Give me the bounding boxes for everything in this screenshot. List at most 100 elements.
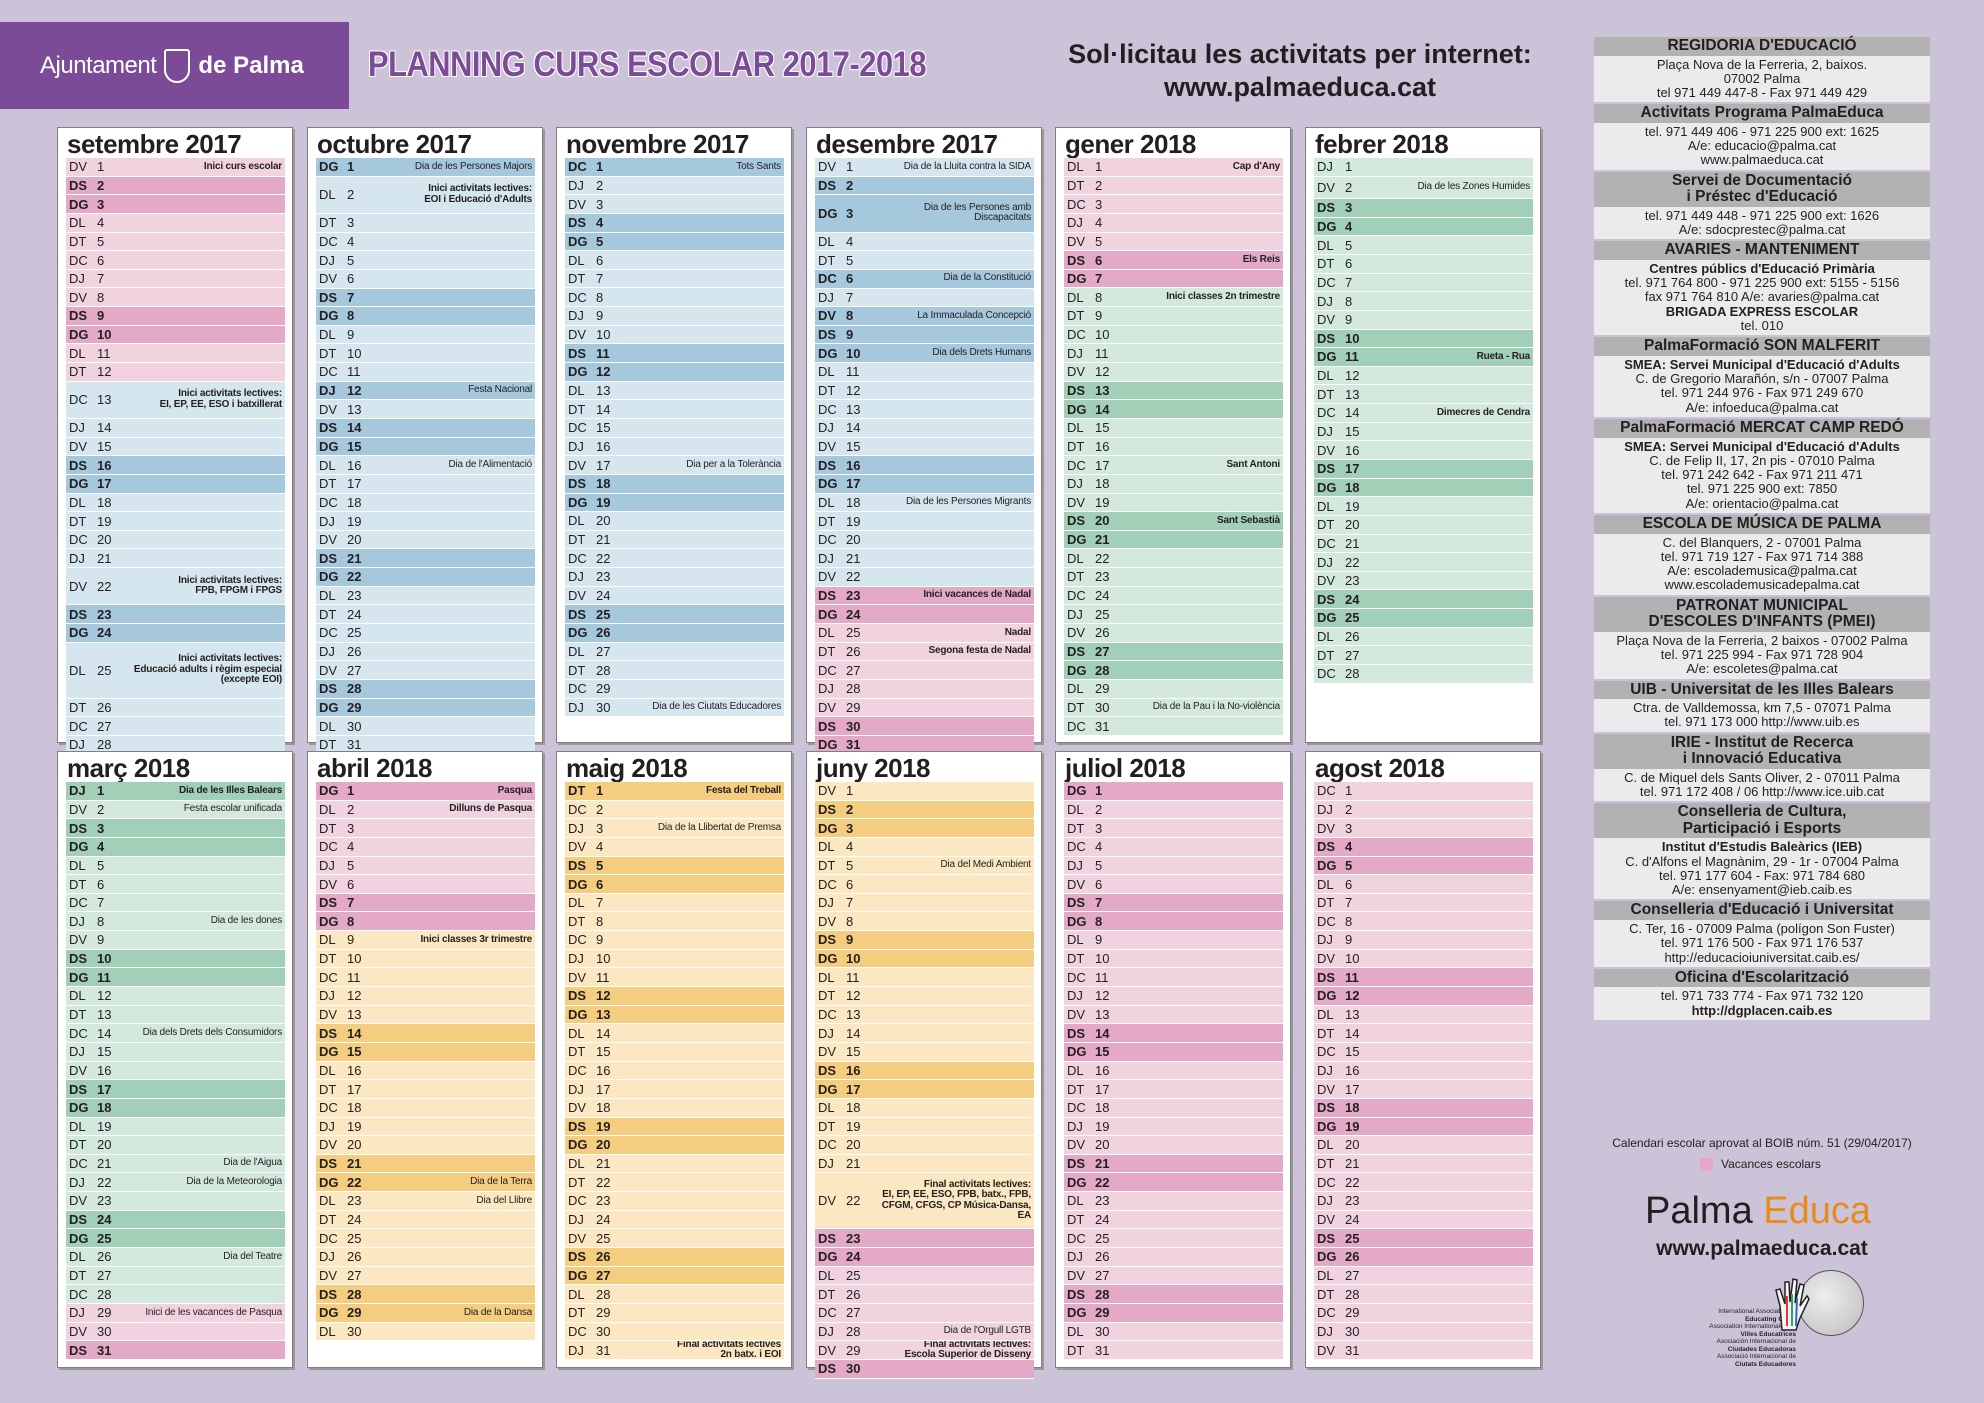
day-row: DT 26 [815,1285,1034,1304]
contact-line[interactable]: http://dgplacen.caib.es [1691,1002,1833,1018]
contact-line[interactable]: http://educacioiuniversitat.caib.es/ [1664,949,1860,965]
weekday-label: DG [69,839,89,855]
day-number: 25 [846,1267,861,1283]
weekday-label: DV [818,438,837,454]
day-row: DV 13 [1064,1005,1283,1025]
day-number: 6 [347,271,355,287]
day-row: DV 1 [815,782,1034,801]
day-row: DL 8 Inici classes 2n trimestre [1064,288,1283,308]
weekday-label: DG [1067,271,1087,287]
weekday-label: DG [818,205,838,221]
contact-line[interactable]: www.palmaeduca.cat [1700,152,1824,168]
day-row: DT 24 [316,1210,535,1230]
day-number: 14 [97,1025,112,1041]
day-number: 28 [846,1323,861,1339]
contact-line[interactable]: fax 971 764 810 A/e: avaries@palma.cat [1644,289,1880,305]
day-number: 24 [596,1212,611,1228]
day-number: 4 [1095,215,1103,231]
weekday-label: DS [319,420,338,436]
contact-line[interactable]: A/e: infoeduca@palma.cat [1685,399,1839,415]
day-row: DG 3 Dia de les Persones amb Discapacitats [815,195,1034,233]
day-row: DC 27 [815,1303,1034,1323]
day-event: Inici activitats lectives: FPB, FPGM i FP… [178,574,282,597]
day-number: 6 [1345,876,1353,892]
contact-line[interactable]: A/e: escolademusica@palma.cat [1667,563,1857,579]
day-row: DC 20 [66,530,285,550]
day-row: DG 5 [1314,856,1533,876]
day-number: 21 [846,1156,861,1172]
internet-url[interactable]: www.palmaeduca.cat [1163,72,1437,102]
weekday-label: DL [319,457,336,473]
weekday-label: DJ [568,1212,584,1228]
day-number: 16 [596,1062,611,1078]
weekday-label: DG [818,606,838,622]
weekday-label: DJ [818,1156,834,1172]
contact-line[interactable]: tel. 971 173 000 http://www.uib.es [1664,714,1860,730]
weekday-label: DJ [1317,1193,1333,1209]
day-event: Inici activitats lectives: EOI i Educació… [424,183,532,205]
contact-line[interactable]: A/e: ensenyament@ieb.caib.es [1671,882,1853,898]
day-number: 10 [1345,951,1360,967]
day-number: 6 [846,271,854,287]
weekday-label: DV [818,1193,837,1209]
day-number: 5 [596,233,604,249]
day-number: 1 [846,159,854,175]
weekday-label: DJ [1317,1062,1333,1078]
day-row: DC 28 [66,1285,285,1304]
day-row: DS 25 [1314,1229,1533,1249]
weekday-label: DC [568,289,587,305]
day-number: 14 [1095,401,1110,417]
day-row: DJ 19 [1064,1117,1283,1137]
day-number: 4 [347,233,355,249]
day-row: DJ 30 Dia de les Ciutats Educadores [565,698,784,718]
weekday-label: DS [1067,252,1086,268]
contact-line: tel. 971 225 900 ext: 7850 [1686,481,1838,497]
day-row: DL 20 [565,512,784,531]
weekday-label: DS [818,327,837,343]
weekday-label: DV [568,1100,587,1116]
day-row: DG 21 [1064,530,1283,550]
contact-line[interactable]: A/e: sdocprestec@palma.cat [1678,222,1846,238]
weekday-label: DS [1317,1100,1336,1116]
weekday-label: DT [1317,256,1335,272]
contact-heading: PATRONAT MUNICIPAL D'ESCOLES D'INFANTS (P… [1594,596,1930,632]
day-row: DJ 7 [815,893,1034,913]
contact-heading: Conselleria de Cultura, Participació i Es… [1594,803,1930,839]
day-row: DJ 24 [565,1210,784,1230]
palmaeduca-url[interactable]: www.palmaeduca.cat [1656,1237,1868,1260]
day-row: DL 13 [565,381,784,401]
day-number: 12 [846,988,861,1004]
day-row: DJ 8 [1314,292,1533,311]
contact-line[interactable]: tel. 971 172 408 / 06 http://www.ice.uib… [1639,784,1885,799]
day-row: DS 12 [565,987,784,1006]
contact-line[interactable]: A/e: orientacio@palma.cat [1685,495,1839,511]
day-row: DV 24 [1314,1210,1533,1230]
day-number: 28 [596,1286,611,1302]
contact-line: tel. 971 764 800 - 971 225 900 ext: 5155… [1624,275,1900,291]
day-row: DT 16 [1064,437,1283,457]
weekday-label: DC [319,1100,338,1116]
day-row: DC 30 [565,1322,784,1342]
day-event: Dia de les Persones Majors [414,160,532,172]
day-number: 20 [596,513,611,529]
day-number: 28 [846,681,861,697]
contact-heading: PalmaFormació MERCAT CAMP REDÓ [1594,419,1930,438]
day-row: DT 15 [565,1042,784,1062]
weekday-label: DJ [1067,476,1083,492]
day-row: DJ 2 [565,176,784,196]
day-row: DT 24 [316,605,535,625]
day-number: 9 [1095,932,1103,948]
day-row: DV 24 [565,586,784,606]
weekday-label: DV [1067,1137,1086,1153]
weekday-label: DG [568,1267,588,1283]
contact-line[interactable]: A/e: escoletes@palma.cat [1686,661,1838,677]
weekday-label: DT [568,271,586,287]
day-event: Dia de les dones [210,915,282,927]
day-row: DS 2 [815,800,1034,820]
weekday-label: DV [1317,573,1336,589]
contact-line[interactable]: A/e: educacio@palma.cat [1687,138,1837,154]
contact-line[interactable]: www.escolademusicadepalma.cat [1664,577,1860,593]
day-number: 19 [97,1118,112,1134]
weekday-label: DL [319,718,336,734]
day-number: 16 [97,457,112,473]
